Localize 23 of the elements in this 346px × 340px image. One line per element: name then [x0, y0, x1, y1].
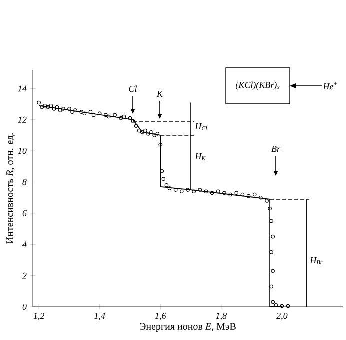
y-tick-label: 2	[22, 272, 27, 279]
annotation: H$_{Cl}$	[195, 123, 208, 131]
annotation: K	[156, 91, 164, 97]
x-tick-label: 1,2	[34, 313, 45, 320]
x-axis-title: Энергия ионов E, МэВ	[140, 323, 236, 332]
annotation: H$_{K}$	[195, 154, 206, 160]
y-tick-label: 0	[22, 304, 27, 310]
x-tick-label: 1,6	[155, 313, 166, 320]
y-tick-label: 10	[18, 148, 27, 154]
annotation: He$^{+}$	[323, 82, 338, 90]
x-tick-label: 2,0	[276, 313, 288, 320]
y-tick-label: 4	[22, 242, 27, 248]
annotation: H$_{Br}$	[310, 258, 323, 264]
y-tick-label: 6	[22, 210, 27, 216]
y-tick-label: 14	[18, 86, 27, 92]
annotation: Cl	[129, 86, 138, 92]
annotation: Br	[272, 146, 281, 152]
y-tick-label: 12	[18, 116, 27, 123]
x-tick-label: 1,4	[94, 313, 106, 320]
annotation: (KCl)(KBr)$_{x}$	[236, 82, 280, 90]
y-tick-label: 8	[22, 179, 27, 186]
y-axis-title: Интенсивность R, отн. ед.	[6, 134, 16, 244]
x-tick-label: 1,8	[216, 313, 227, 320]
